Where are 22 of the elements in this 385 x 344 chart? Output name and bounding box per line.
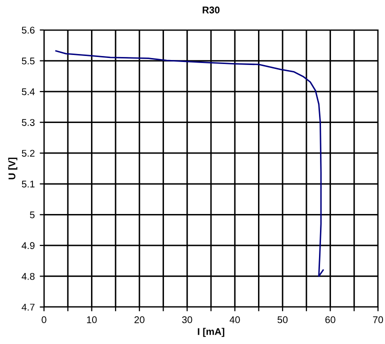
x-tick-label: 20: [134, 316, 144, 324]
y-tick-label: 5.1: [22, 180, 34, 188]
y-tick-label: 4.7: [22, 304, 34, 311]
y-tick-label: 5.3: [22, 119, 35, 126]
chart-title: R30: [202, 6, 220, 14]
y-tick-label: 5.2: [22, 150, 34, 157]
y-tick-label: 5: [30, 212, 35, 218]
x-axis-title: I [mA]: [198, 328, 224, 337]
x-tick-label: 0: [42, 316, 46, 324]
x-tick-label: 40: [230, 316, 240, 324]
y-tick-label: 4.9: [22, 242, 35, 250]
y-tick-label: 4.8: [22, 272, 35, 280]
x-tick-label: 50: [278, 316, 288, 324]
y-tick-label: 5.6: [22, 26, 35, 34]
x-tick-label: 70: [373, 316, 384, 324]
x-tick-label: 30: [182, 316, 192, 324]
y-tick-label: 5.5: [22, 58, 35, 64]
x-tick-label: 60: [325, 316, 336, 324]
line-series: [55, 50, 324, 277]
x-tick-label: 10: [87, 316, 97, 324]
y-axis-title: U [V]: [8, 158, 18, 180]
y-tick-label: 5.4: [22, 88, 35, 96]
